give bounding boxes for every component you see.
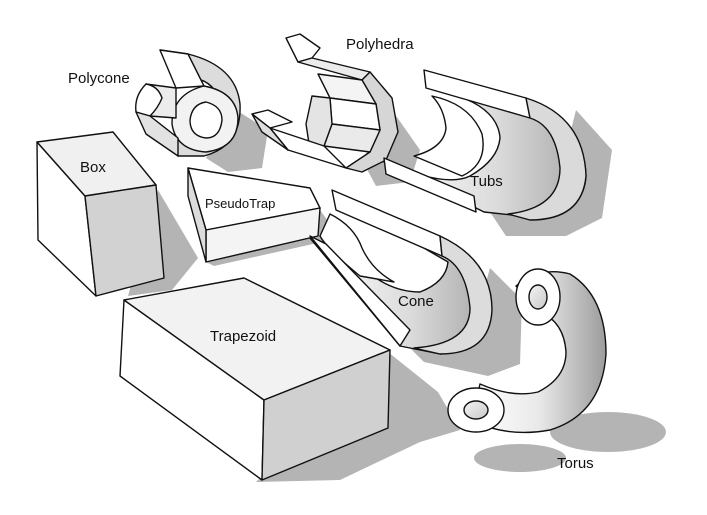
torus-solid bbox=[447, 268, 607, 434]
torus-shadow bbox=[550, 412, 666, 452]
box-solid bbox=[36, 131, 165, 297]
polycone-front-hole bbox=[189, 101, 223, 139]
label-cone: Cone bbox=[398, 293, 434, 310]
torus-bottom-end-inner bbox=[463, 400, 489, 420]
polyhedra-top-flap bbox=[285, 33, 321, 63]
tubs-inner-surface bbox=[413, 95, 484, 177]
torus-top-end-inner bbox=[528, 284, 548, 310]
polycone-step-low bbox=[135, 111, 179, 157]
label-polyhedra: Polyhedra bbox=[346, 36, 414, 53]
label-trapezoid: Trapezoid bbox=[210, 328, 276, 345]
box-face-side bbox=[84, 184, 165, 297]
trapezoid-solid bbox=[119, 277, 391, 481]
label-polycone: Polycone bbox=[68, 70, 130, 87]
torus-body bbox=[471, 271, 607, 434]
polyhedra-solid bbox=[251, 33, 399, 173]
tubs-end-ring bbox=[507, 97, 587, 221]
pseudotrap-face-left bbox=[187, 167, 207, 263]
labels: Polycone Polyhedra Box PseudoTrap Tubs C… bbox=[68, 36, 594, 472]
polycone-shadow bbox=[206, 110, 268, 172]
tubs-top-edge bbox=[423, 69, 531, 119]
cone-end-ring bbox=[413, 235, 493, 355]
label-pseudotrap: PseudoTrap bbox=[205, 196, 275, 211]
torus-shadow-2 bbox=[474, 444, 566, 472]
tubs-solid bbox=[383, 69, 587, 221]
label-torus: Torus bbox=[557, 455, 594, 472]
polycone-step-top bbox=[159, 49, 205, 89]
label-box: Box bbox=[80, 159, 106, 176]
pseudotrap-solid bbox=[187, 167, 321, 263]
cone-solid bbox=[309, 189, 493, 355]
tubs-bottom-edge bbox=[383, 157, 477, 213]
cone-bottom-edge bbox=[309, 235, 411, 347]
label-tubs: Tubs bbox=[470, 173, 503, 190]
polyhedra-bottom-flap-side bbox=[251, 113, 289, 151]
trapezoid-face-side bbox=[261, 349, 391, 481]
tubs-shadow bbox=[486, 110, 612, 236]
polycone-inner-cut bbox=[135, 83, 163, 117]
polycone-solid bbox=[135, 49, 241, 157]
